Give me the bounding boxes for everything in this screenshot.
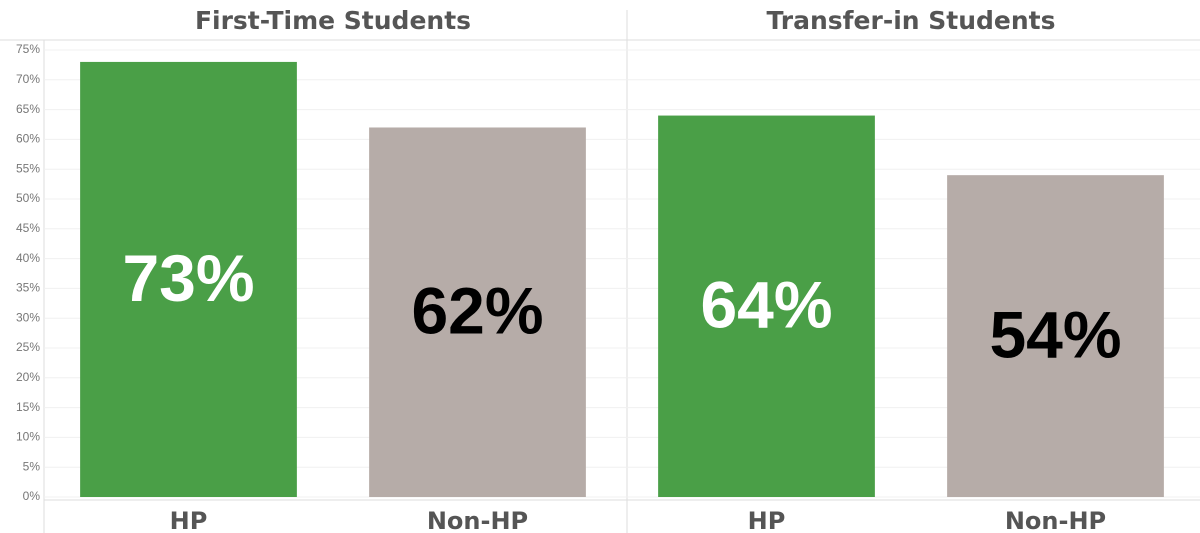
bar [658,115,875,497]
x-tick-label: HP [748,507,786,533]
value-label: 62% [411,274,543,348]
y-tick-label: 60% [16,132,40,146]
x-tick-label: Non-HP [1005,507,1106,533]
bar [369,127,586,497]
y-tick-label: 40% [16,251,40,265]
y-tick-label: 65% [16,102,40,116]
bar [80,61,297,498]
x-tick-label: HP [170,507,208,533]
y-tick-label: 35% [16,281,40,295]
y-tick-label: 30% [16,310,40,324]
panel-title: First-Time Students [195,6,471,35]
panel-title: Transfer-in Students [766,6,1055,35]
value-label: 73% [122,241,254,315]
y-tick-label: 70% [16,72,40,86]
y-tick-label: 0% [23,489,41,503]
y-tick-label: 10% [16,430,40,444]
y-tick-label: 50% [16,191,40,205]
value-label: 64% [700,268,832,342]
bar [947,175,1164,497]
y-tick-label: 25% [16,340,40,354]
x-tick-label: Non-HP [427,507,528,533]
y-tick-label: 20% [16,370,40,384]
y-tick-label: 45% [16,221,40,235]
y-tick-label: 15% [16,400,40,414]
value-label: 54% [989,298,1121,372]
y-tick-label: 5% [23,459,41,473]
y-tick-label: 75% [16,42,40,56]
y-tick-label: 55% [16,161,40,175]
